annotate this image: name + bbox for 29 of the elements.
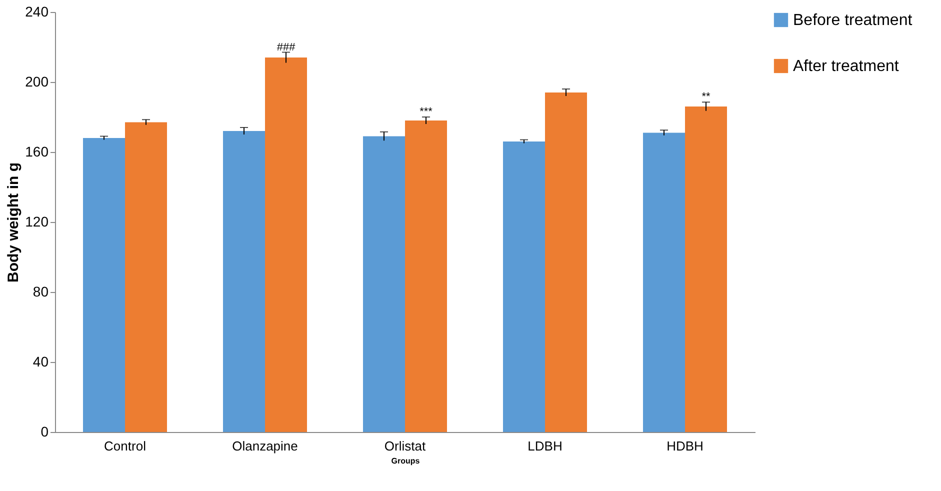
bar (405, 120, 447, 432)
bar (83, 138, 125, 432)
bar (265, 58, 307, 432)
x-tick-label: Orlistat (384, 438, 426, 454)
x-tick-label: LDBH (528, 438, 562, 454)
x-axis-title: Groups (391, 456, 420, 466)
annotation: *** (420, 106, 434, 118)
x-tick-label: Control (104, 438, 146, 454)
bar (545, 92, 587, 432)
y-tick-label: 240 (25, 4, 49, 20)
y-axis-title: Body weight in g (5, 162, 22, 282)
x-tick-label: HDBH (666, 438, 704, 454)
bar (503, 142, 545, 432)
y-tick-label: 200 (25, 74, 49, 90)
bar (125, 122, 167, 432)
annotation: ** (702, 91, 711, 104)
y-tick-label: 120 (25, 214, 49, 230)
legend-label: Before treatment (793, 12, 913, 29)
bar (643, 132, 685, 432)
x-tick-label: Olanzapine (232, 438, 298, 454)
bar (223, 131, 265, 432)
legend-label: After treatment (793, 58, 900, 75)
annotation: ### (276, 41, 296, 54)
y-tick-label: 160 (25, 144, 49, 160)
y-tick-label: 0 (40, 424, 49, 440)
y-tick-label: 80 (32, 284, 49, 300)
bar (685, 106, 727, 432)
y-tick-label: 40 (32, 354, 49, 370)
bar (363, 136, 405, 432)
